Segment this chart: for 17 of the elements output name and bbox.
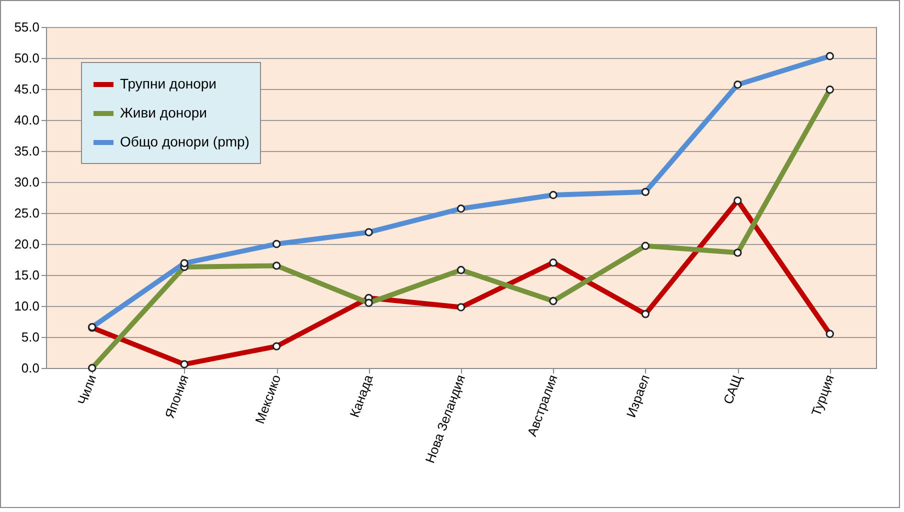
y-tick-label: 0.0 xyxy=(21,360,40,376)
y-tick-label: 50.0 xyxy=(14,50,40,66)
legend-label: Живи донори xyxy=(120,104,207,120)
y-tick-label: 30.0 xyxy=(14,174,40,190)
legend-label: Общо донори (pmp) xyxy=(120,134,250,150)
y-tick-label: 55.0 xyxy=(14,20,40,34)
y-tick-label: 40.0 xyxy=(14,112,40,128)
y-tick-label: 35.0 xyxy=(14,144,40,158)
y-tick-label: 45.0 xyxy=(14,82,40,96)
y-tick-label: 25.0 xyxy=(14,206,40,220)
x-tick-label: Чили xyxy=(74,372,100,407)
y-tick-label: 5.0 xyxy=(21,330,40,344)
legend-label: Трупни донори xyxy=(120,76,216,92)
x-tick-label: САЩ xyxy=(720,372,745,406)
y-tick-label: 10.0 xyxy=(14,298,40,314)
y-tick-label: 20.0 xyxy=(14,236,40,252)
y-tick-label: 15.0 xyxy=(14,268,40,282)
